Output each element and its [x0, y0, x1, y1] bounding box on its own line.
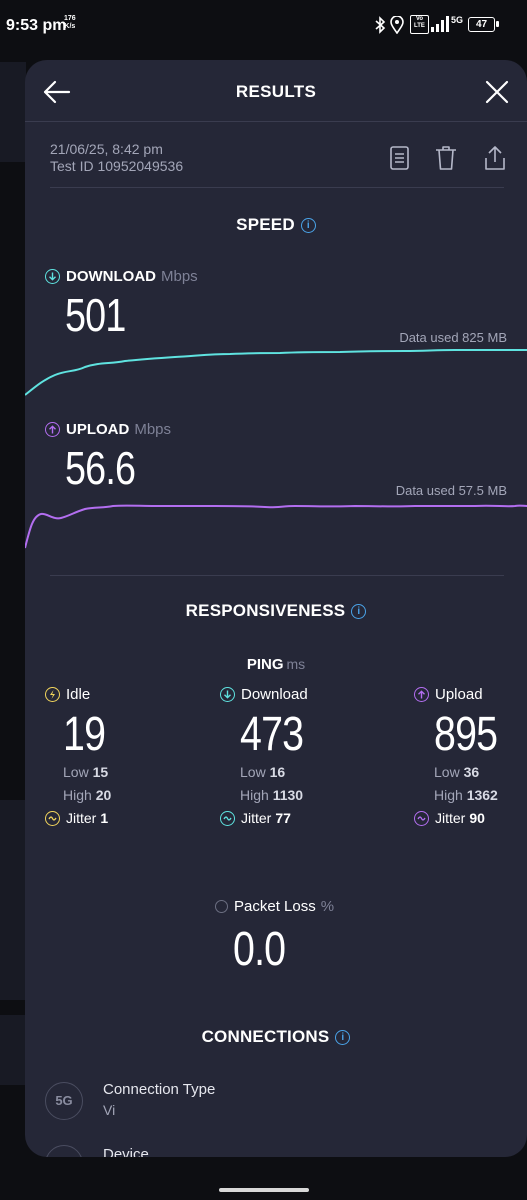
upload-arrow-icon	[45, 422, 60, 437]
ping-download-value: 473	[240, 708, 304, 761]
volte-icon: Vo LTE	[410, 15, 429, 34]
ping-label: PING ms	[246, 656, 306, 673]
device-icon	[45, 1145, 83, 1157]
idle-bolt-icon	[45, 686, 60, 702]
download-value: 501	[65, 289, 126, 341]
download-label-row: DOWNLOAD Mbps	[45, 268, 198, 285]
divider	[25, 121, 527, 122]
connection-type-value: Vi	[103, 1102, 116, 1118]
trash-icon[interactable]	[434, 145, 458, 171]
speed-section-title: SPEED i	[25, 215, 527, 235]
status-bar: 9:53 pm 176 K/s Vo LTE 5G 47	[0, 0, 527, 52]
background-card	[0, 62, 26, 162]
info-icon[interactable]: i	[335, 1030, 351, 1045]
upload-arrow-icon	[414, 686, 429, 702]
network-type: 5G	[451, 15, 464, 25]
location-icon	[390, 16, 404, 34]
share-icon[interactable]	[483, 145, 507, 171]
test-date: 21/06/25, 8:42 pm	[50, 141, 163, 157]
ping-idle-column: Idle 19 Low 15 High 20 Jitter 1	[45, 685, 205, 826]
upload-value: 56.6	[65, 442, 136, 494]
network-5g-icon: 5G	[45, 1082, 83, 1120]
jitter-icon	[414, 810, 429, 826]
ping-upload-column: Upload 895 Low 36 High 1362 Jitter 90	[414, 685, 527, 826]
gesture-nav-bar[interactable]	[219, 1188, 309, 1192]
upload-label-row: UPLOAD Mbps	[45, 421, 171, 438]
signal-icon	[431, 16, 449, 32]
ping-idle-value: 19	[63, 708, 106, 761]
packet-loss-value: 0.0	[233, 923, 286, 976]
responsiveness-section-title: RESPONSIVENESS i	[25, 601, 527, 621]
battery-icon: 47	[468, 17, 495, 32]
page-title: RESULTS	[235, 82, 317, 101]
arrow-left-icon	[43, 80, 71, 104]
device-label: Device	[103, 1146, 149, 1157]
bluetooth-icon	[375, 16, 386, 34]
packet-loss-icon	[215, 900, 228, 913]
upload-graph	[25, 504, 527, 549]
jitter-icon	[45, 810, 60, 826]
status-time: 9:53 pm	[6, 17, 67, 34]
ping-upload-value: 895	[434, 708, 498, 761]
network-speed: 176 K/s	[64, 15, 76, 30]
connection-type-label: Connection Type	[103, 1081, 216, 1098]
background-card	[0, 800, 26, 1000]
ping-download-column: Download 473 Low 16 High 1130 Jitter 77	[220, 685, 380, 826]
jitter-icon	[220, 810, 235, 826]
upload-data-used: Data used 57.5 MB	[395, 483, 507, 498]
divider	[50, 187, 504, 188]
results-sheet: RESULTS 21/06/25, 8:42 pm Test ID 109520…	[25, 60, 527, 1157]
document-icon[interactable]	[388, 145, 412, 171]
download-data-used: Data used 825 MB	[399, 330, 507, 345]
close-button[interactable]	[483, 78, 511, 106]
download-arrow-icon	[45, 269, 60, 284]
divider	[50, 575, 504, 576]
background-card	[0, 1015, 26, 1085]
back-button[interactable]	[41, 78, 71, 106]
close-icon	[485, 80, 509, 104]
info-icon[interactable]: i	[351, 604, 367, 619]
download-arrow-icon	[220, 686, 235, 702]
test-id: Test ID 10952049536	[50, 158, 184, 174]
info-icon[interactable]: i	[300, 218, 316, 233]
download-graph	[25, 349, 527, 396]
connections-section-title: CONNECTIONS i	[25, 1027, 527, 1047]
packet-loss-label: Packet Loss %	[215, 898, 334, 915]
